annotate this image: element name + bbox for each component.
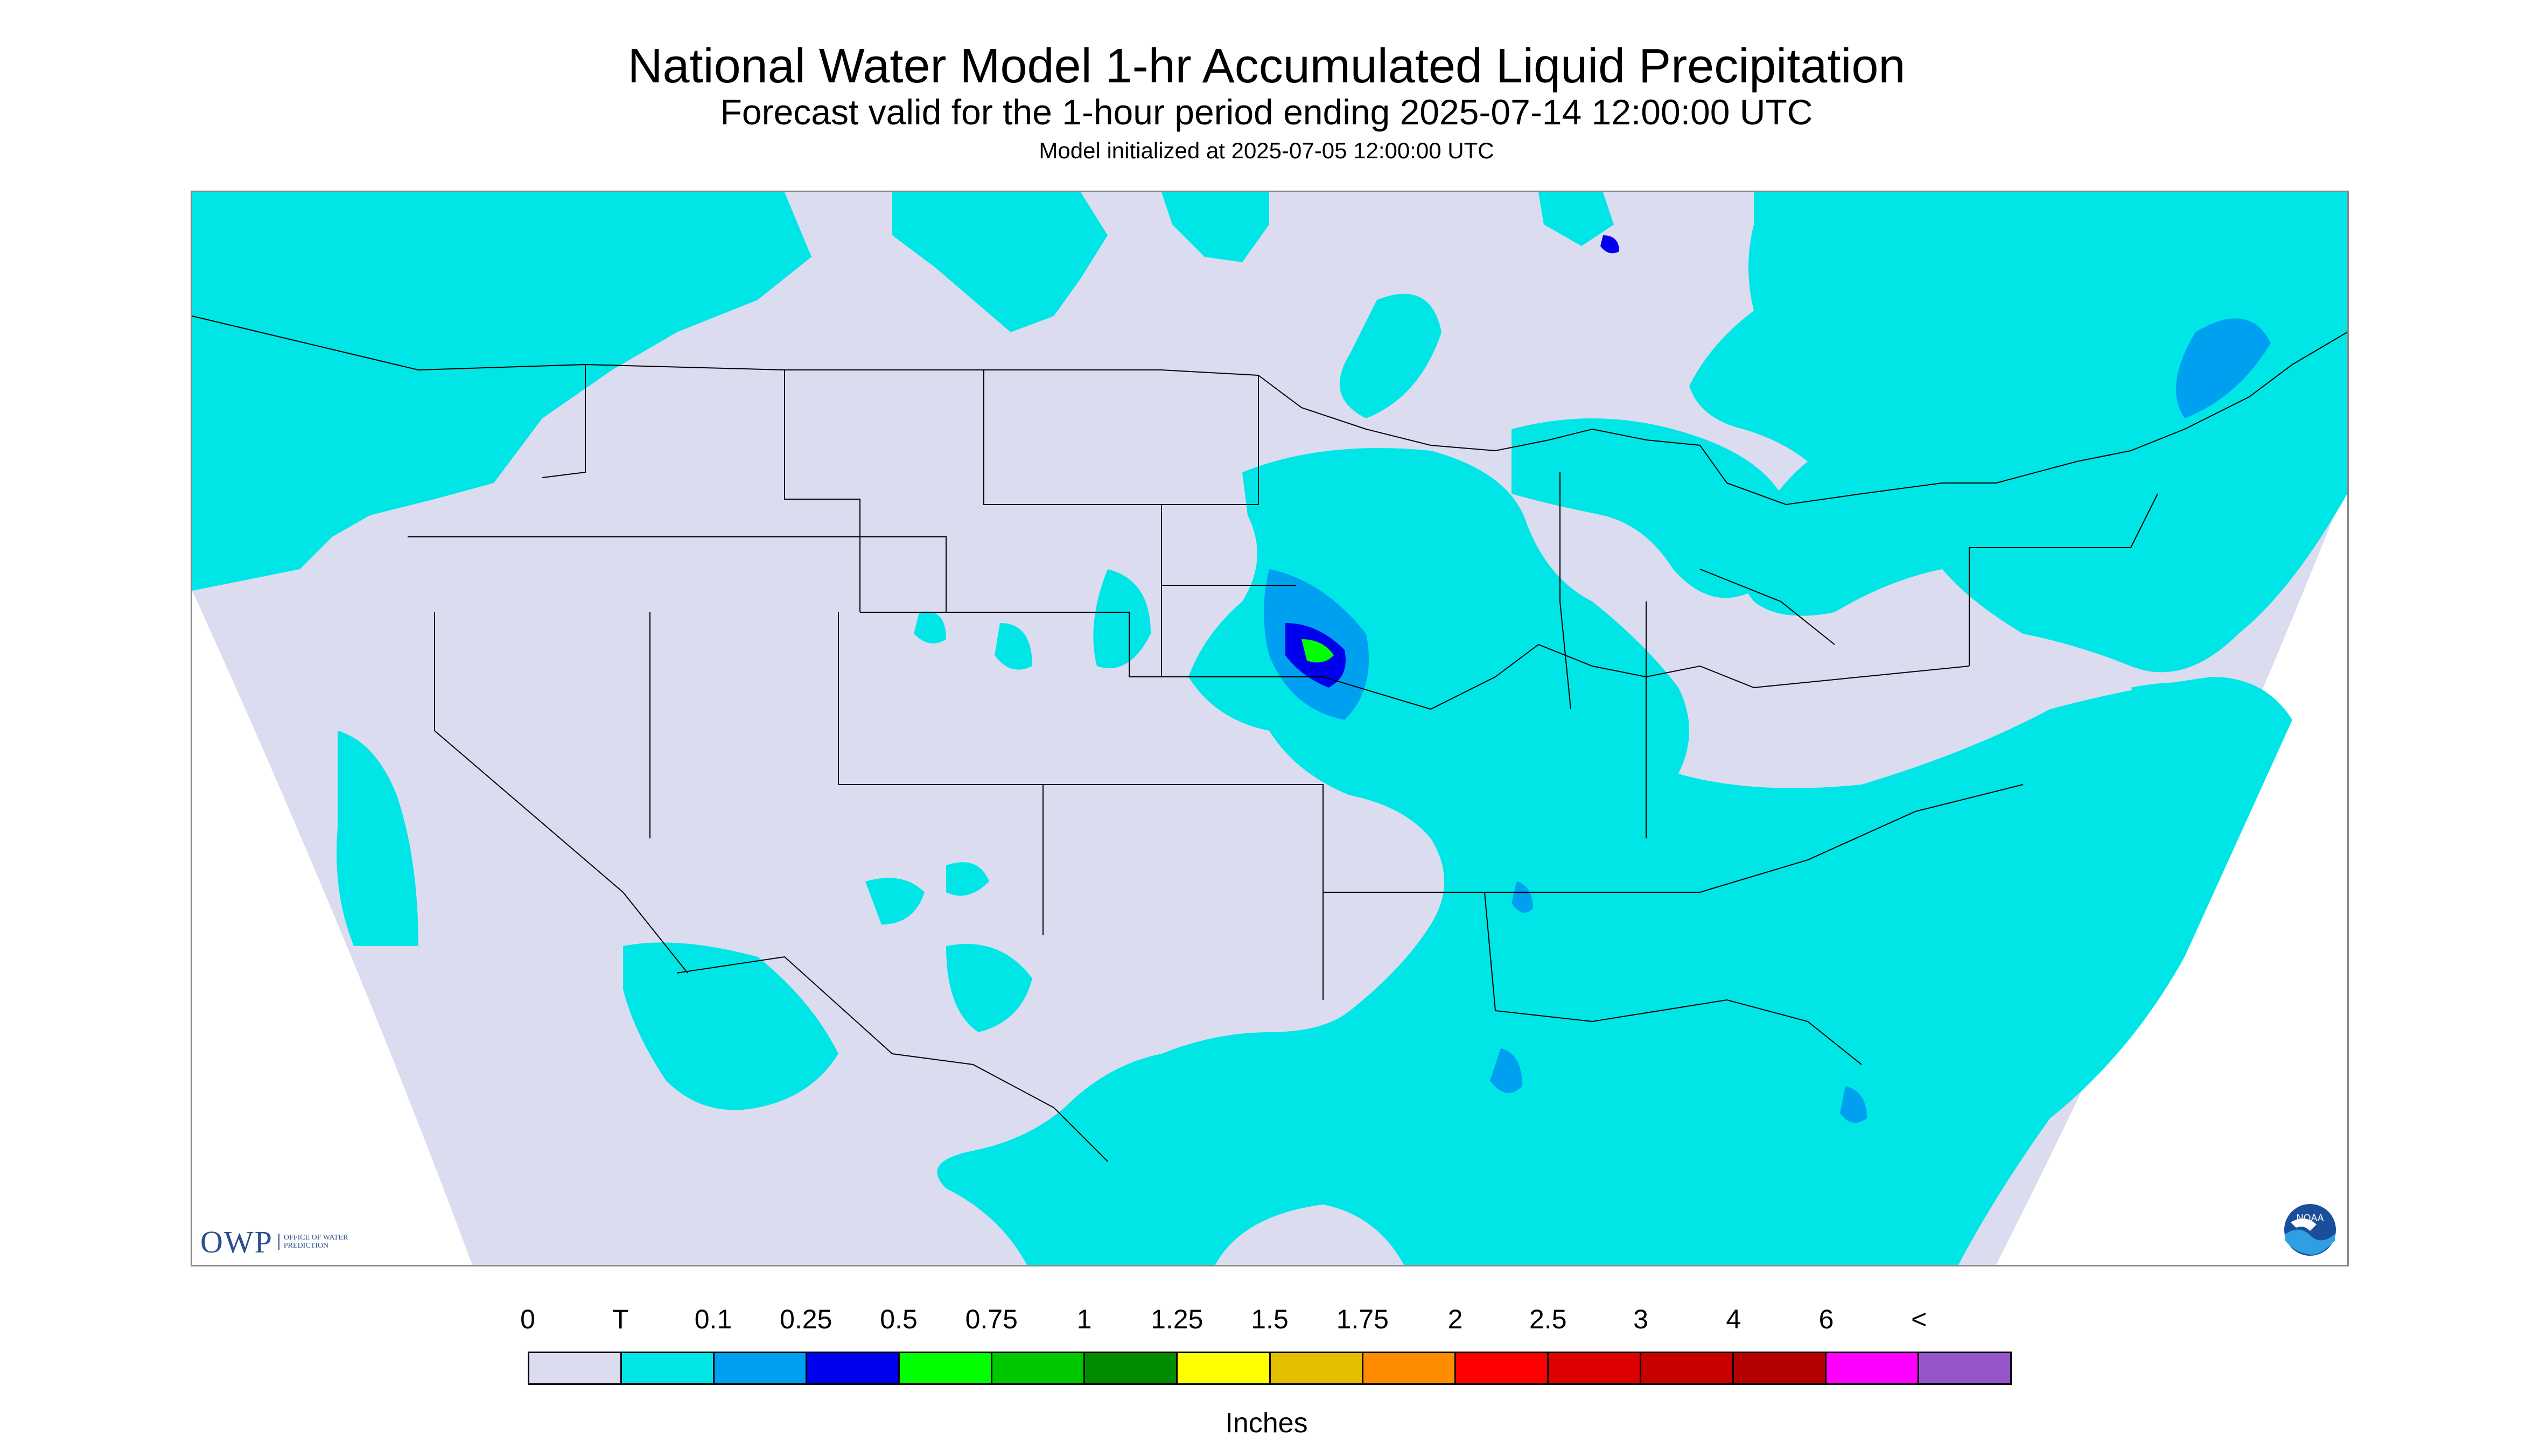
map-subtitle: Forecast valid for the 1-hour period end… [720,92,1813,132]
owp-logo-text: OFFICE OF WATER PREDICTION [278,1234,348,1250]
noaa-logo-icon: NOAA [2284,1204,2336,1256]
legend-label: 1.75 [1336,1304,1389,1334]
legend-swatch [1270,1353,1363,1383]
legend-label: T [612,1304,629,1334]
projection-outside-right [1996,483,2347,1265]
precipitation-map[interactable] [191,191,2349,1266]
legend-label: 0.5 [880,1304,918,1334]
model-init-line: Model initialized at 2025-07-05 12:00:00… [1039,138,1494,163]
legend-swatch [1733,1353,1827,1383]
legend-swatch [900,1353,993,1383]
owp-logo-mark: OWP [200,1224,273,1259]
legend-label: 0.75 [965,1304,1018,1334]
map-canvas [192,192,2347,1265]
legend-swatch [1363,1353,1456,1383]
legend-swatch [1456,1353,1549,1383]
legend-colorbar [528,1352,2012,1385]
legend-swatch [807,1353,900,1383]
legend-label: 0.25 [780,1304,832,1334]
legend-label: 4 [1726,1304,1741,1334]
legend-label: 0 [520,1304,535,1334]
legend-swatch [992,1353,1086,1383]
legend-label: 1 [1076,1304,1092,1334]
legend-swatch [715,1353,808,1383]
owp-logo: OWP OFFICE OF WATER PREDICTION [200,1224,348,1259]
legend-labels: 0 T 0.1 0.25 0.5 0.75 1 1.25 1.5 1.75 2 2.5 3 4 6 < [0,1303,2533,1341]
legend-label: 3 [1633,1304,1648,1334]
heavy-precip-areas [1302,639,1334,663]
political-boundaries [192,316,2347,1162]
legend-swatch [1085,1353,1178,1383]
legend-label: 2 [1447,1304,1463,1334]
legend-swatch [1548,1353,1641,1383]
legend-label: < [1911,1304,1927,1334]
legend-swatch [1178,1353,1271,1383]
noaa-logo-text: NOAA [2296,1213,2324,1223]
legend-label: 6 [1818,1304,1834,1334]
legend-swatch [529,1353,622,1383]
legend-label: 1.5 [1251,1304,1289,1334]
legend-swatch [1641,1353,1734,1383]
projection-outside-left [192,591,472,1265]
trace-precip-areas [192,192,2347,1265]
legend-label: 1.25 [1151,1304,1203,1334]
legend-units: Inches [1225,1408,1308,1439]
legend-label: 0.1 [694,1304,732,1334]
legend-swatch [1919,1353,2010,1383]
legend-swatch [1826,1353,1919,1383]
legend-label: 2.5 [1529,1304,1567,1334]
map-title: National Water Model 1-hr Accumulated Li… [627,39,1906,93]
legend-swatch [622,1353,715,1383]
